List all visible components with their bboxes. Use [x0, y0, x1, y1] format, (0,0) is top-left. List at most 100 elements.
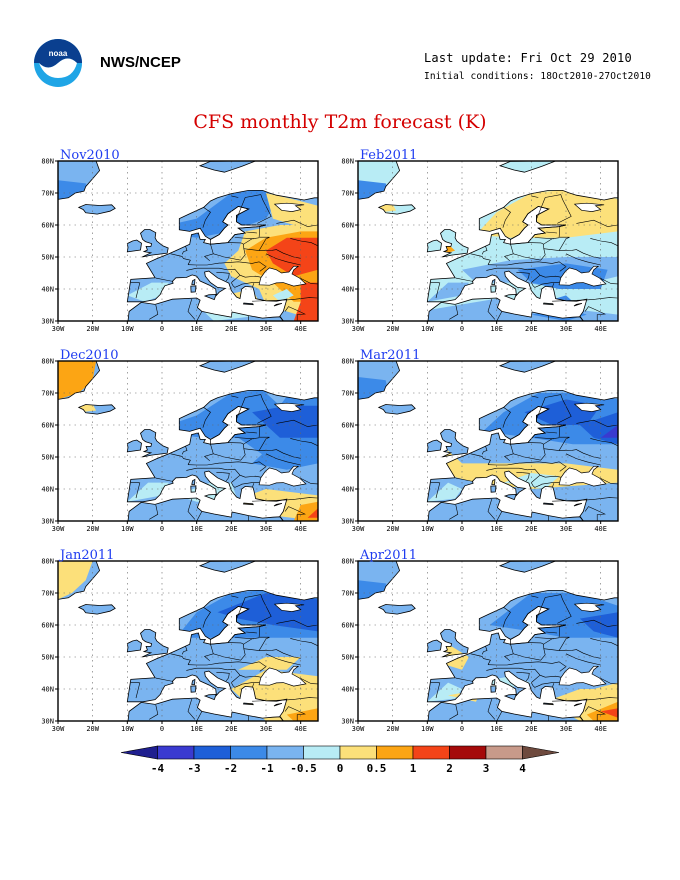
map-frame: [57, 360, 319, 522]
lon-tick-label: 0: [460, 325, 464, 333]
border: [186, 667, 261, 678]
border: [503, 253, 514, 262]
border: [234, 437, 254, 440]
border: [584, 706, 606, 721]
border: [558, 636, 570, 651]
forecast-panel: 30W 20W 10W 0 10E 20E 30E 40E 30N 40N 50N 60N 70N 80N…: [341, 149, 627, 340]
coastline: [490, 685, 497, 693]
border: [552, 283, 555, 287]
lon-tick-label: 20E: [225, 325, 238, 333]
lon-tick-label: 30W: [352, 725, 365, 733]
border: [203, 653, 214, 662]
anomaly-region: [427, 282, 469, 302]
border: [487, 298, 496, 320]
coastline: [542, 702, 554, 706]
border: [252, 297, 318, 302]
border: [236, 594, 272, 624]
lon-tick-label: 40E: [594, 325, 607, 333]
border: [486, 267, 561, 278]
border: [290, 438, 318, 447]
lat-tick-label: 80N: [341, 558, 354, 566]
sea: [558, 665, 607, 687]
coastline: [426, 389, 618, 521]
coastline: [58, 561, 101, 600]
anomaly-region: [168, 189, 280, 238]
border: [252, 697, 318, 702]
border: [290, 638, 318, 647]
border: [284, 306, 306, 321]
forecast-panel: 30W 20W 10W 0 10E 20E 30E 40E 30N 40N 50N 60N 70N 80N…: [341, 549, 627, 740]
border: [487, 498, 496, 520]
lon-tick-label: 20W: [86, 325, 99, 333]
panel-title: Mar2011: [360, 348, 421, 363]
noaa-logo-icon: noaa: [34, 39, 82, 87]
colorbar-arrow-left: [120, 745, 158, 760]
border: [486, 667, 561, 678]
coastline: [573, 703, 583, 707]
border: [170, 653, 191, 665]
colorbar-label: -3: [187, 762, 200, 775]
anomaly-region: [272, 289, 294, 302]
lon-tick-label: 0: [160, 525, 164, 533]
border: [502, 607, 511, 628]
border: [227, 226, 261, 245]
border: [149, 304, 159, 320]
map-svg: 30W 20W 10W 0 10E 20E 30E 40E 30N 40N 50N 60N 70N 80N: [341, 158, 619, 333]
border: [187, 298, 196, 320]
border: [430, 682, 441, 699]
coastline: [126, 439, 142, 453]
sea: [273, 402, 305, 412]
border: [265, 453, 301, 466]
anomaly-region: [127, 682, 169, 702]
border: [527, 226, 561, 245]
border: [181, 246, 188, 255]
border: [546, 431, 558, 434]
initial-conditions: Initial conditions: 18Oct2010-27Oct2010: [424, 71, 651, 82]
lon-tick-label: 30E: [560, 325, 573, 333]
border: [552, 483, 555, 487]
coastline: [490, 485, 497, 493]
border: [576, 619, 618, 627]
border: [590, 638, 618, 647]
colorbar-label: 2: [446, 762, 453, 775]
map-frame: [357, 360, 619, 522]
border: [187, 498, 196, 520]
lat-tick-label: 70N: [41, 390, 54, 398]
coastline: [426, 439, 442, 453]
border: [196, 511, 203, 521]
lon-tick-label: 0: [460, 725, 464, 733]
border: [187, 661, 267, 672]
colorbar-label: -1: [260, 762, 274, 775]
lon-tick-label: 20W: [86, 525, 99, 533]
border: [284, 706, 306, 721]
colorbar-swatch: [266, 745, 304, 760]
lat-tick-label: 80N: [41, 558, 54, 566]
coastline: [126, 189, 318, 321]
coastline: [190, 485, 197, 493]
coastline: [440, 429, 469, 458]
coastline: [126, 639, 142, 653]
border: [290, 238, 318, 247]
anomaly-region: [127, 282, 169, 302]
border: [170, 253, 191, 265]
coastline: [190, 285, 197, 293]
lat-tick-label: 50N: [341, 254, 354, 262]
border: [155, 277, 174, 282]
border: [552, 497, 618, 502]
lat-tick-label: 40N: [341, 486, 354, 494]
coastline: [190, 685, 197, 693]
lon-tick-label: 40E: [294, 325, 307, 333]
border: [503, 653, 514, 662]
border: [203, 253, 214, 262]
lon-tick-label: 20E: [525, 525, 538, 533]
colorbar-swatch: [376, 745, 414, 760]
coastline: [140, 429, 169, 458]
lat-tick-label: 70N: [341, 190, 354, 198]
colorbar-swatch: [157, 745, 195, 760]
border: [187, 461, 267, 472]
coastline: [191, 478, 196, 485]
forecast-panel: 30W 20W 10W 0 10E 20E 30E 40E 30N 40N 50N 60N 70N 80N…: [41, 149, 327, 340]
lat-tick-label: 60N: [341, 422, 354, 430]
lon-tick-label: 40E: [594, 525, 607, 533]
sea: [617, 674, 618, 690]
